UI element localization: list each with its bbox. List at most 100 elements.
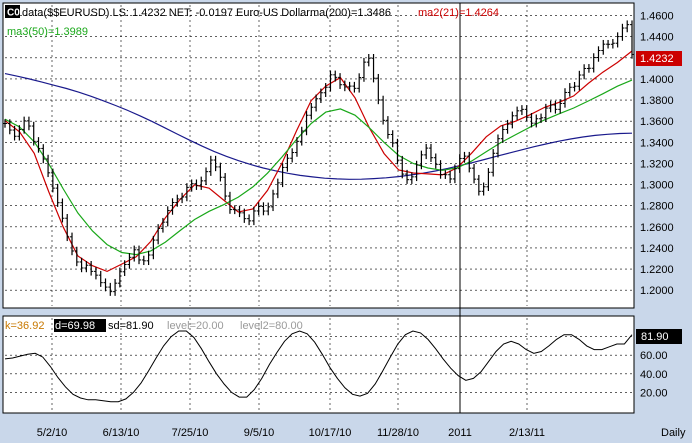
price-bar <box>218 162 223 182</box>
price-bar <box>41 144 46 164</box>
price-y-axis: 1.2000 1.2200 1.2400 1.2600 1.2800 1.3000 1.32… <box>640 11 674 298</box>
osc-line-sd <box>4 330 633 403</box>
price-bar <box>141 255 146 266</box>
x-tick-label: 7/25/10 <box>172 427 209 439</box>
price-bar <box>357 73 362 93</box>
price-bar <box>323 83 328 97</box>
price-bar <box>74 246 79 267</box>
price-bar <box>395 138 400 165</box>
price-bar <box>385 116 390 139</box>
price-bar <box>495 134 500 158</box>
price-bar <box>467 151 472 173</box>
price-bar <box>371 54 376 83</box>
price-bar <box>452 164 457 184</box>
price-tick-label: 1.2800 <box>640 201 674 213</box>
price-bar <box>462 151 467 163</box>
price-bar <box>290 148 295 163</box>
price-bar <box>70 232 75 256</box>
price-bar <box>361 57 366 82</box>
price-bar <box>194 179 199 190</box>
price-bar <box>424 143 429 160</box>
price-bar <box>223 173 228 201</box>
price-bar <box>596 46 601 62</box>
ma200-label: ma(200)=1.3486 <box>310 7 391 19</box>
price-bar <box>524 105 529 122</box>
price-bar <box>582 64 587 80</box>
symbol-badge: C0 <box>7 8 20 19</box>
price-bar <box>285 154 290 172</box>
x-tick-label: 2/13/11 <box>509 427 545 439</box>
price-bar <box>562 88 567 108</box>
osc-tick-label: 20.00 <box>640 387 668 399</box>
price-bar <box>443 170 448 179</box>
price-bar <box>170 198 175 215</box>
period-label: Daily <box>661 427 686 439</box>
price-bar <box>232 205 237 215</box>
price-bar <box>342 80 347 92</box>
price-bar <box>213 155 218 172</box>
price-bar <box>400 155 405 179</box>
price-bar <box>491 149 496 177</box>
price-bar <box>505 119 510 134</box>
osc-value-badge: 81.90 <box>641 331 669 343</box>
price-bar <box>338 73 343 89</box>
series-line-ma3-50- <box>4 79 633 256</box>
price-bar <box>261 202 266 216</box>
price-panel <box>2 2 635 309</box>
price-bar <box>146 250 151 266</box>
price-bar <box>84 261 89 273</box>
price-bar <box>22 116 27 134</box>
osc-d-label: d=69.98 <box>55 320 95 332</box>
price-series-group <box>3 20 634 296</box>
price-bar <box>529 113 534 128</box>
price-bar <box>304 111 309 136</box>
price-bar <box>419 150 424 170</box>
price-tick-label: 1.3000 <box>640 180 674 192</box>
price-tick-label: 1.3800 <box>640 95 674 107</box>
price-tick-label: 1.2400 <box>640 243 674 255</box>
price-bar <box>127 253 132 269</box>
price-bar <box>189 179 194 192</box>
price-bar <box>175 194 180 207</box>
price-bar <box>448 170 453 184</box>
price-bar <box>60 198 65 223</box>
price-bar <box>251 206 256 226</box>
osc-sd-label: sd=81.90 <box>108 320 154 332</box>
price-bar <box>266 202 271 216</box>
ma21-label: ma2(21)=1.4264 <box>418 7 499 19</box>
price-bar <box>414 160 419 182</box>
oscillator-panel <box>2 315 635 414</box>
price-bar <box>318 88 323 104</box>
price-bar <box>122 260 127 277</box>
price-bar <box>586 64 591 73</box>
price-bar <box>3 119 7 128</box>
price-bar <box>615 32 620 48</box>
price-bar <box>457 154 462 173</box>
price-bar <box>103 278 108 292</box>
price-tick-label: 1.2000 <box>640 285 674 297</box>
price-bar <box>180 192 185 204</box>
osc-k-label: k=36.92 <box>5 320 44 332</box>
price-bar <box>625 20 630 33</box>
price-bar <box>55 183 60 207</box>
price-bar <box>17 125 22 141</box>
price-bar <box>376 73 381 105</box>
price-bar <box>472 163 477 184</box>
price-tick-label: 1.4600 <box>640 11 674 23</box>
price-tick-label: 1.4400 <box>640 32 674 44</box>
price-bar <box>247 214 252 226</box>
x-tick-label: 6/13/10 <box>103 427 140 439</box>
price-bar <box>366 54 371 67</box>
price-bar <box>577 70 582 91</box>
price-bar <box>108 282 113 296</box>
price-bar <box>12 125 17 141</box>
price-bar <box>204 167 209 186</box>
price-bar <box>79 257 84 273</box>
price-bar <box>46 154 51 178</box>
price-bar <box>89 261 94 276</box>
price-tick-label: 1.2200 <box>640 264 674 276</box>
x-tick-label: 2011 <box>448 427 472 439</box>
osc-d-badge-bg <box>54 319 106 332</box>
price-bar <box>515 106 520 121</box>
